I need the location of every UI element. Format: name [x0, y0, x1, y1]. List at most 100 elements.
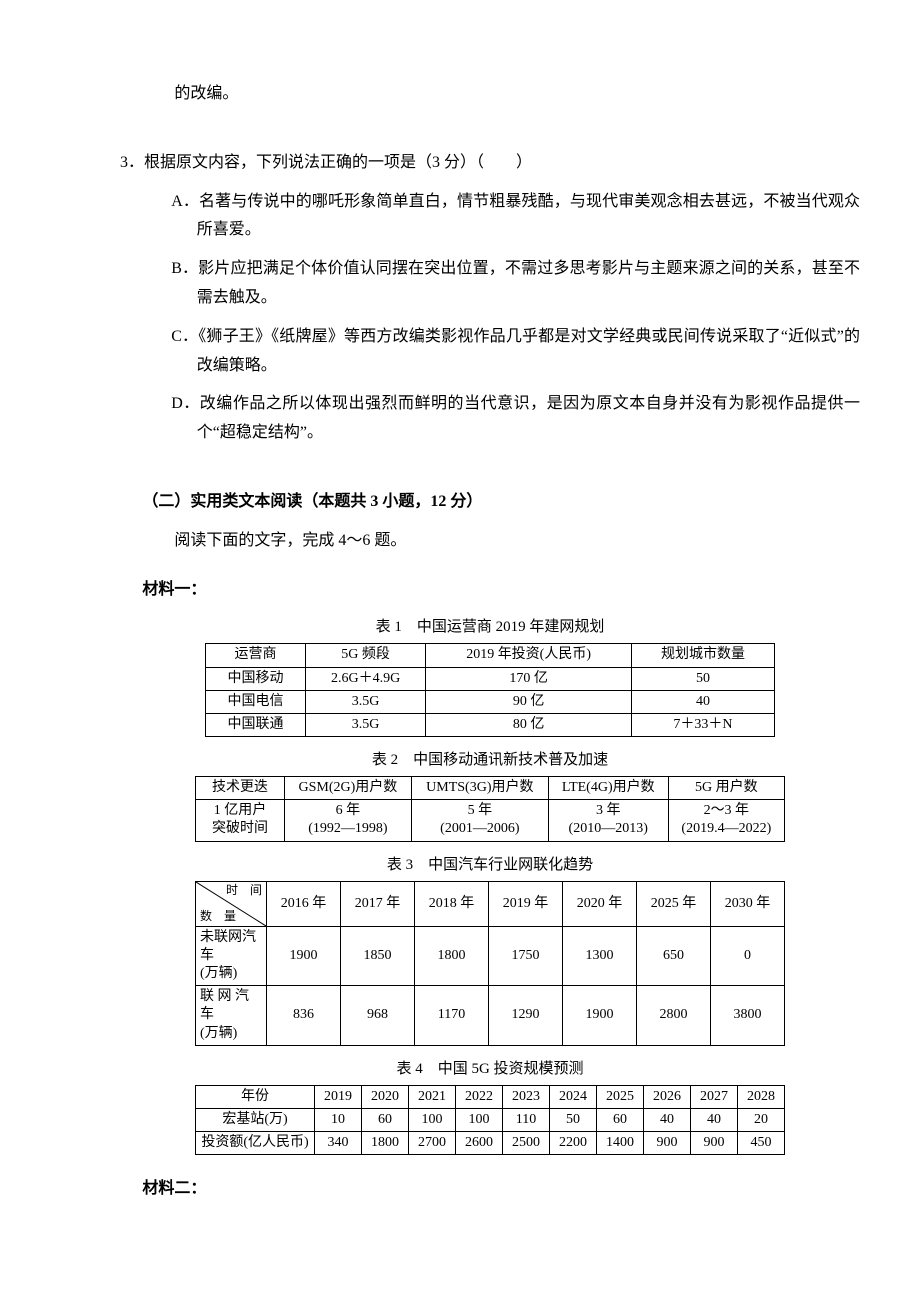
table2-col0: 技术更迭 — [196, 777, 285, 800]
table2-col4: 5G 用户数 — [668, 777, 784, 800]
table-row: 中国电信 3.5G 90 亿 40 — [206, 690, 775, 713]
table2-c3-l1: 2～3 年 — [704, 803, 750, 818]
table3-r1c3: 1290 — [489, 986, 563, 1046]
table4-col3: 2021 — [409, 1085, 456, 1108]
table4-r0c6: 50 — [550, 1108, 597, 1131]
table1-r0c2: 170 亿 — [426, 667, 632, 690]
table3-y5: 2025 年 — [637, 881, 711, 926]
q3-option-b: B．影片应把满足个体价值认同摆在突出位置，不需过多思考影片与主题来源之间的关系，… — [146, 255, 860, 313]
table4-r0c10: 20 — [738, 1108, 785, 1131]
table3-diag-header: 时 间 数 量 — [196, 881, 267, 926]
table1-r2c1: 3.5G — [305, 713, 425, 736]
table3-r0-label: 未联网汽车 (万辆) — [196, 926, 267, 986]
material1-label: 材料一： — [142, 576, 860, 605]
table-row: 投资额(亿人民币) 340 1800 2700 2600 2500 2200 1… — [196, 1132, 785, 1155]
table3-y0: 2016 年 — [267, 881, 341, 926]
table-row: 中国联通 3.5G 80 亿 7＋33＋N — [206, 713, 775, 736]
table2-rowlabel-l2: 突破时间 — [212, 821, 268, 836]
table3-diag-bottom: 数 量 — [200, 909, 236, 925]
table4-r1c9: 900 — [691, 1132, 738, 1155]
table3-r1c4: 1900 — [563, 986, 637, 1046]
table3-y4: 2020 年 — [563, 881, 637, 926]
q3-option-c: C．《狮子王》《纸牌屋》等西方改编类影视作品几乎都是对文学经典或民间传说采取了“… — [146, 323, 860, 381]
table1-col1: 5G 频段 — [305, 644, 425, 667]
table3-y1: 2017 年 — [341, 881, 415, 926]
table4-col7: 2025 — [597, 1085, 644, 1108]
table4-col5: 2023 — [503, 1085, 550, 1108]
table4-r1c8: 900 — [644, 1132, 691, 1155]
table4-col4: 2022 — [456, 1085, 503, 1108]
table4-r0c9: 40 — [691, 1108, 738, 1131]
table3-r1-label: 联 网 汽 车 (万辆) — [196, 986, 267, 1046]
table1-r2c3: 7＋33＋N — [631, 713, 774, 736]
table2-c0: 6 年 (1992—1998) — [285, 800, 412, 841]
table2-c0-l1: 6 年 — [336, 803, 361, 818]
table1-r2c0: 中国联通 — [206, 713, 306, 736]
section2-heading: （二）实用类文本阅读（本题共 3 小题，12 分） — [142, 488, 860, 517]
material2-label: 材料二： — [142, 1175, 860, 1204]
table4: 年份 2019 2020 2021 2022 2023 2024 2025 20… — [195, 1085, 785, 1156]
table4-col9: 2027 — [691, 1085, 738, 1108]
table4-r1c7: 1400 — [597, 1132, 644, 1155]
section2-instr: 阅读下面的文字，完成 4～6 题。 — [142, 527, 860, 556]
table3-r1c0: 836 — [267, 986, 341, 1046]
table1-r1c2: 90 亿 — [426, 690, 632, 713]
q3-stem: 3．根据原文内容，下列说法正确的一项是（3 分）（ ） — [120, 149, 860, 178]
table4-col0: 年份 — [196, 1085, 315, 1108]
table2-c2-l2: (2010—2013) — [569, 821, 648, 836]
table4-r1c0: 投资额(亿人民币) — [196, 1132, 315, 1155]
table-row: 未联网汽车 (万辆) 1900 1850 1800 1750 1300 650 … — [196, 926, 785, 986]
table2: 技术更迭 GSM(2G)用户数 UMTS(3G)用户数 LTE(4G)用户数 5… — [195, 776, 785, 842]
table4-col8: 2026 — [644, 1085, 691, 1108]
table1-col3: 规划城市数量 — [631, 644, 774, 667]
table4-caption: 表 4 中国 5G 投资规模预测 — [120, 1056, 860, 1083]
table2-col3: LTE(4G)用户数 — [548, 777, 668, 800]
table4-r1c1: 340 — [315, 1132, 362, 1155]
table3-r1c2: 1170 — [415, 986, 489, 1046]
table3-r1c6: 3800 — [711, 986, 785, 1046]
table2-c3-l2: (2019.4—2022) — [681, 821, 771, 836]
table4-col10: 2028 — [738, 1085, 785, 1108]
table1-col0: 运营商 — [206, 644, 306, 667]
table1-r0c1: 2.6G＋4.9G — [305, 667, 425, 690]
table3-diag-top: 时 间 — [226, 883, 262, 899]
table1-col2: 2019 年投资(人民币) — [426, 644, 632, 667]
table4-col6: 2024 — [550, 1085, 597, 1108]
table3-y2: 2018 年 — [415, 881, 489, 926]
table3-r0-l1: 未联网汽车 — [200, 930, 256, 963]
table1-r1c3: 40 — [631, 690, 774, 713]
table1-r2c2: 80 亿 — [426, 713, 632, 736]
table3-y6: 2030 年 — [711, 881, 785, 926]
q3-option-a: A．名著与传说中的哪吒形象简单直白，情节粗暴残酷，与现代审美观念相去甚远，不被当… — [146, 188, 860, 246]
table-row: 宏基站(万) 10 60 100 100 110 50 60 40 40 20 — [196, 1108, 785, 1131]
table3-r1-l2: (万辆) — [200, 1026, 237, 1041]
intro-fragment: 的改编。 — [120, 80, 860, 109]
table2-col1: GSM(2G)用户数 — [285, 777, 412, 800]
table4-r0c4: 100 — [456, 1108, 503, 1131]
table3-r0c0: 1900 — [267, 926, 341, 986]
table2-caption: 表 2 中国移动通讯新技术普及加速 — [120, 747, 860, 774]
table2-c2-l1: 3 年 — [596, 803, 621, 818]
table3-r0c3: 1750 — [489, 926, 563, 986]
table3-r0c2: 1800 — [415, 926, 489, 986]
table4-r1c4: 2600 — [456, 1132, 503, 1155]
table4-r1c6: 2200 — [550, 1132, 597, 1155]
table-row: 联 网 汽 车 (万辆) 836 968 1170 1290 1900 2800… — [196, 986, 785, 1046]
table3-r1-l1: 联 网 汽 车 — [200, 989, 249, 1022]
table2-c3: 2～3 年 (2019.4—2022) — [668, 800, 784, 841]
table3-y3: 2019 年 — [489, 881, 563, 926]
table1: 运营商 5G 频段 2019 年投资(人民币) 规划城市数量 中国移动 2.6G… — [205, 643, 775, 737]
table2-rowlabel-l1: 1 亿用户 — [214, 803, 267, 818]
table4-r0c5: 110 — [503, 1108, 550, 1131]
table4-r0c1: 10 — [315, 1108, 362, 1131]
table2-rowlabel: 1 亿用户 突破时间 — [196, 800, 285, 841]
table2-c1-l2: (2001—2006) — [440, 821, 519, 836]
table-row: 中国移动 2.6G＋4.9G 170 亿 50 — [206, 667, 775, 690]
table3-r0-l2: (万辆) — [200, 966, 237, 981]
table4-r1c3: 2700 — [409, 1132, 456, 1155]
table1-r1c1: 3.5G — [305, 690, 425, 713]
table2-c1-l1: 5 年 — [468, 803, 493, 818]
q3-option-d: D．改编作品之所以体现出强烈而鲜明的当代意识，是因为原文本自身并没有为影视作品提… — [146, 390, 860, 448]
table3-r1c5: 2800 — [637, 986, 711, 1046]
table2-c2: 3 年 (2010—2013) — [548, 800, 668, 841]
